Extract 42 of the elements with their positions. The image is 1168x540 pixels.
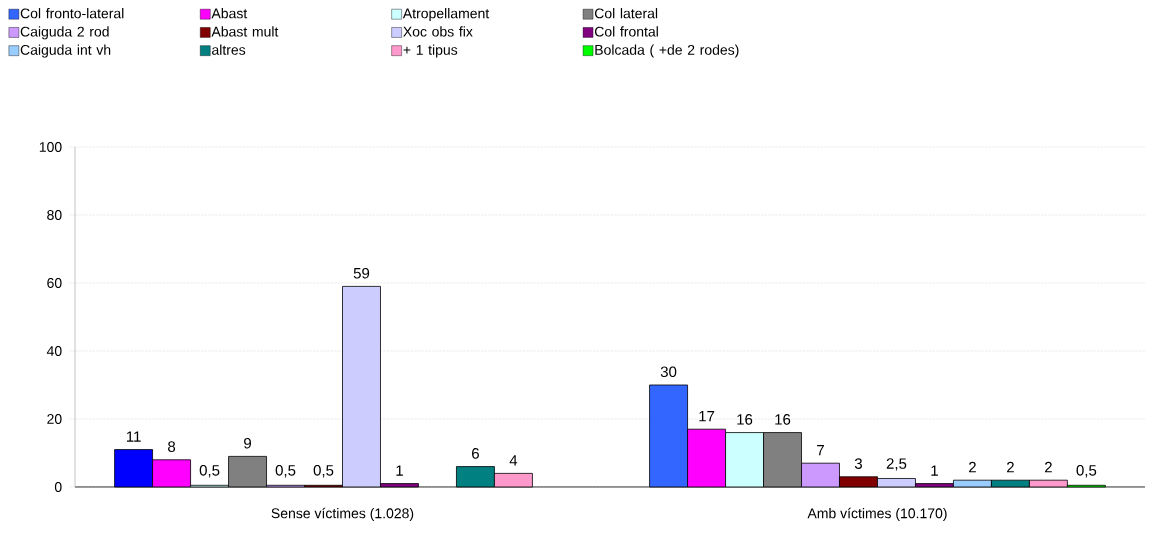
data-label: 30 [660, 366, 677, 378]
data-label: 2 [969, 461, 976, 473]
y-tick-label: 80 [47, 210, 62, 220]
y-tick-label: 100 [39, 142, 62, 152]
legend-label: Abast [211, 8, 248, 19]
y-tick-label: 0 [54, 482, 62, 492]
data-label: 7 [817, 445, 824, 456]
data-label: 11 [126, 431, 141, 442]
data-label: 0,5 [275, 465, 296, 478]
legend-label: Bolcada ( +de 2 rodes) [595, 44, 739, 58]
y-tick-label: 20 [47, 414, 62, 424]
data-label: 17 [699, 411, 715, 422]
x-tick-label: Amb víctimes (10.170) [807, 507, 947, 522]
data-label: 6 [472, 448, 479, 459]
data-label: 1 [931, 465, 938, 476]
data-label: 2 [1007, 461, 1014, 473]
legend-label: Atropellament [402, 8, 490, 22]
legend-label: Col frontal [594, 26, 658, 37]
data-label: 16 [775, 414, 791, 425]
data-label: 0,5 [313, 465, 334, 478]
x-tick-label: Sense víctimes (1.028) [271, 507, 414, 522]
data-label: 1 [396, 465, 403, 476]
data-label: 2 [1044, 461, 1052, 473]
legend-label: Xoc obs fix [403, 26, 473, 37]
y-tick-label: 40 [46, 346, 62, 356]
legend-label: Col fronto-lateral [20, 8, 124, 19]
data-label: 8 [168, 441, 176, 452]
data-label: 0,5 [199, 465, 220, 478]
data-label: 3 [854, 458, 863, 469]
data-label: 2,5 [886, 458, 907, 471]
data-label: 9 [244, 437, 251, 449]
data-label: 59 [353, 267, 370, 279]
legend-label: Abast mult [211, 26, 279, 37]
data-label: 0,5 [1076, 465, 1097, 478]
y-tick-label: 60 [47, 278, 62, 288]
data-label: 4 [509, 455, 518, 466]
legend-label: altres [212, 44, 246, 55]
legend-label: Col lateral [594, 8, 658, 19]
legend-label: Caiguda 2 rod [20, 26, 109, 40]
data-label: 16 [737, 414, 753, 425]
legend-label: + 1 tipus [403, 44, 458, 58]
legend-label: Caiguda int vh [20, 44, 111, 58]
